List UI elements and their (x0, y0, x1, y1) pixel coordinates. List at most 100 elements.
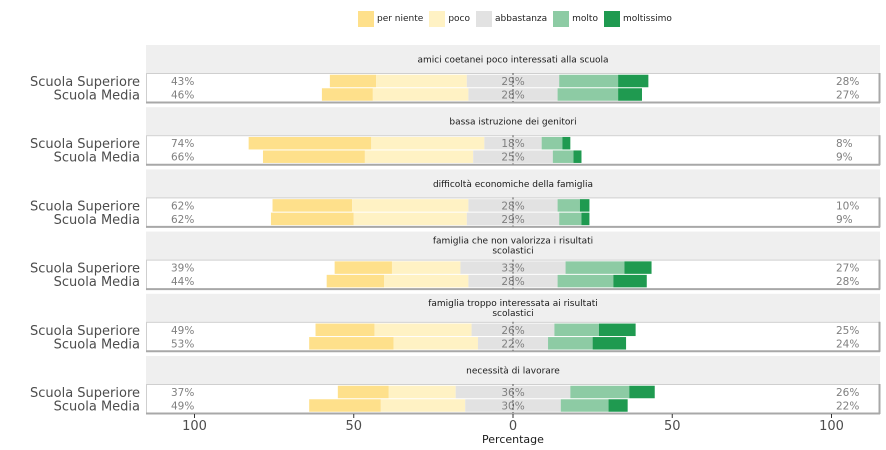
legend-label: abbastanza (495, 14, 548, 24)
bar-poco (384, 274, 469, 288)
bar-moltissimo (618, 74, 649, 88)
bar-per-niente (321, 88, 373, 101)
bar-poco (364, 150, 474, 163)
panel-title-line: famiglia troppo interessata ai risultati (428, 299, 598, 309)
bar-moltissimo (562, 136, 571, 150)
bar-poco (393, 337, 478, 350)
legend-item: per niente (358, 11, 423, 27)
panel-strip (146, 231, 880, 260)
bar-molto (541, 136, 563, 150)
bar-moltissimo (624, 261, 652, 274)
legend-swatch (358, 11, 374, 27)
high-pct-label: 9% (836, 152, 853, 164)
low-pct-label: 62% (171, 214, 194, 226)
legend-swatch (553, 11, 570, 27)
low-pct-label: 44% (171, 276, 194, 288)
bar-molto (559, 212, 582, 226)
legend-label: per niente (377, 14, 424, 24)
bar-per-niente (334, 261, 392, 274)
low-pct-label: 49% (171, 325, 194, 337)
neutral-pct-label: 30% (501, 401, 524, 413)
bar-moltissimo (629, 385, 655, 399)
bar-molto (557, 274, 614, 288)
panel-title-line: famiglia che non valorizza i risultati (433, 237, 593, 247)
legend-item: moltissimo (603, 11, 672, 27)
panel-strip (146, 169, 880, 198)
panel-title: bassa istruzione dei genitori (449, 118, 576, 128)
neutral-pct-label: 29% (501, 214, 524, 226)
panel-title-line: scolastici (492, 247, 533, 257)
y-tick-label: Scuola Superiore (30, 75, 140, 90)
legend-label: molto (572, 14, 598, 24)
bar-molto (552, 150, 574, 163)
bar-molto (560, 399, 609, 412)
bar-poco (352, 199, 469, 212)
y-tick-label: Scuola Media (54, 337, 140, 352)
bar-poco (391, 261, 461, 274)
high-pct-label: 28% (836, 276, 859, 288)
bar-per-niente (248, 136, 372, 150)
low-pct-label: 37% (171, 387, 194, 399)
bar-molto (559, 74, 619, 88)
high-pct-label: 25% (836, 325, 859, 337)
y-tick-label: Scuola Superiore (30, 199, 140, 214)
y-tick-label: Scuola Superiore (30, 262, 140, 277)
panel-title-line: necessità di lavorare (466, 367, 560, 377)
low-pct-label: 74% (171, 138, 194, 150)
bar-per-niente (272, 199, 353, 212)
high-pct-label: 8% (836, 138, 853, 150)
bar-per-niente (315, 323, 375, 337)
x-tick-label: 50 (345, 419, 362, 434)
bar-molto (557, 199, 580, 212)
y-tick-label: Scuola Superiore (30, 137, 140, 152)
high-pct-label: 9% (836, 214, 853, 226)
low-pct-label: 53% (171, 338, 194, 350)
low-pct-label: 39% (171, 263, 194, 275)
bar-moltissimo (592, 337, 627, 350)
bar-per-niente (337, 385, 389, 399)
x-axis-title: Percentage (482, 433, 544, 446)
panel-title-line: difficoltà economiche della famiglia (433, 180, 593, 190)
bar-per-niente (329, 74, 377, 88)
legend-item: abbastanza (476, 11, 547, 27)
y-tick-label: Scuola Media (54, 151, 140, 166)
bar-moltissimo (608, 399, 628, 412)
neutral-pct-label: 28% (501, 90, 524, 102)
panel-title-line: bassa istruzione dei genitori (449, 118, 576, 128)
bar-moltissimo (579, 199, 590, 212)
panel-title: necessità di lavorare (466, 367, 560, 377)
low-pct-label: 62% (171, 200, 194, 212)
high-pct-label: 22% (836, 401, 859, 413)
y-tick-label: Scuola Media (54, 89, 140, 104)
y-tick-label: Scuola Media (54, 213, 140, 228)
panel-strip (146, 107, 880, 136)
bar-molto (548, 337, 593, 350)
legend-item: molto (553, 11, 598, 27)
panel-title: amici coetanei poco interessati alla scu… (417, 56, 608, 66)
low-pct-label: 43% (171, 76, 194, 88)
y-tick-label: Scuola Media (54, 400, 140, 415)
panel-title-line: amici coetanei poco interessati alla scu… (417, 56, 608, 66)
legend-swatch (603, 11, 620, 27)
panel-strip (146, 356, 880, 384)
y-tick-label: Scuola Superiore (30, 386, 140, 401)
high-pct-label: 24% (836, 338, 859, 350)
bar-moltissimo (613, 274, 647, 288)
bar-poco (380, 399, 466, 412)
bar-poco (376, 74, 467, 88)
bar-molto (565, 261, 625, 274)
bar-per-niente (309, 399, 381, 412)
bar-molto (570, 385, 630, 399)
bar-per-niente (270, 212, 354, 226)
legend-item: poco (429, 11, 470, 27)
legend-swatch (429, 11, 446, 27)
high-pct-label: 27% (836, 263, 859, 275)
bar-molto (557, 88, 619, 101)
legend-swatch (476, 11, 493, 27)
chart-legend: per niente poco abbastanza molto moltissimo (358, 11, 678, 27)
neutral-pct-label: 28% (501, 276, 524, 288)
panel-title: famiglia troppo interessata ai risultati… (428, 299, 598, 319)
y-tick-label: Scuola Superiore (30, 324, 140, 339)
high-pct-label: 26% (836, 387, 859, 399)
